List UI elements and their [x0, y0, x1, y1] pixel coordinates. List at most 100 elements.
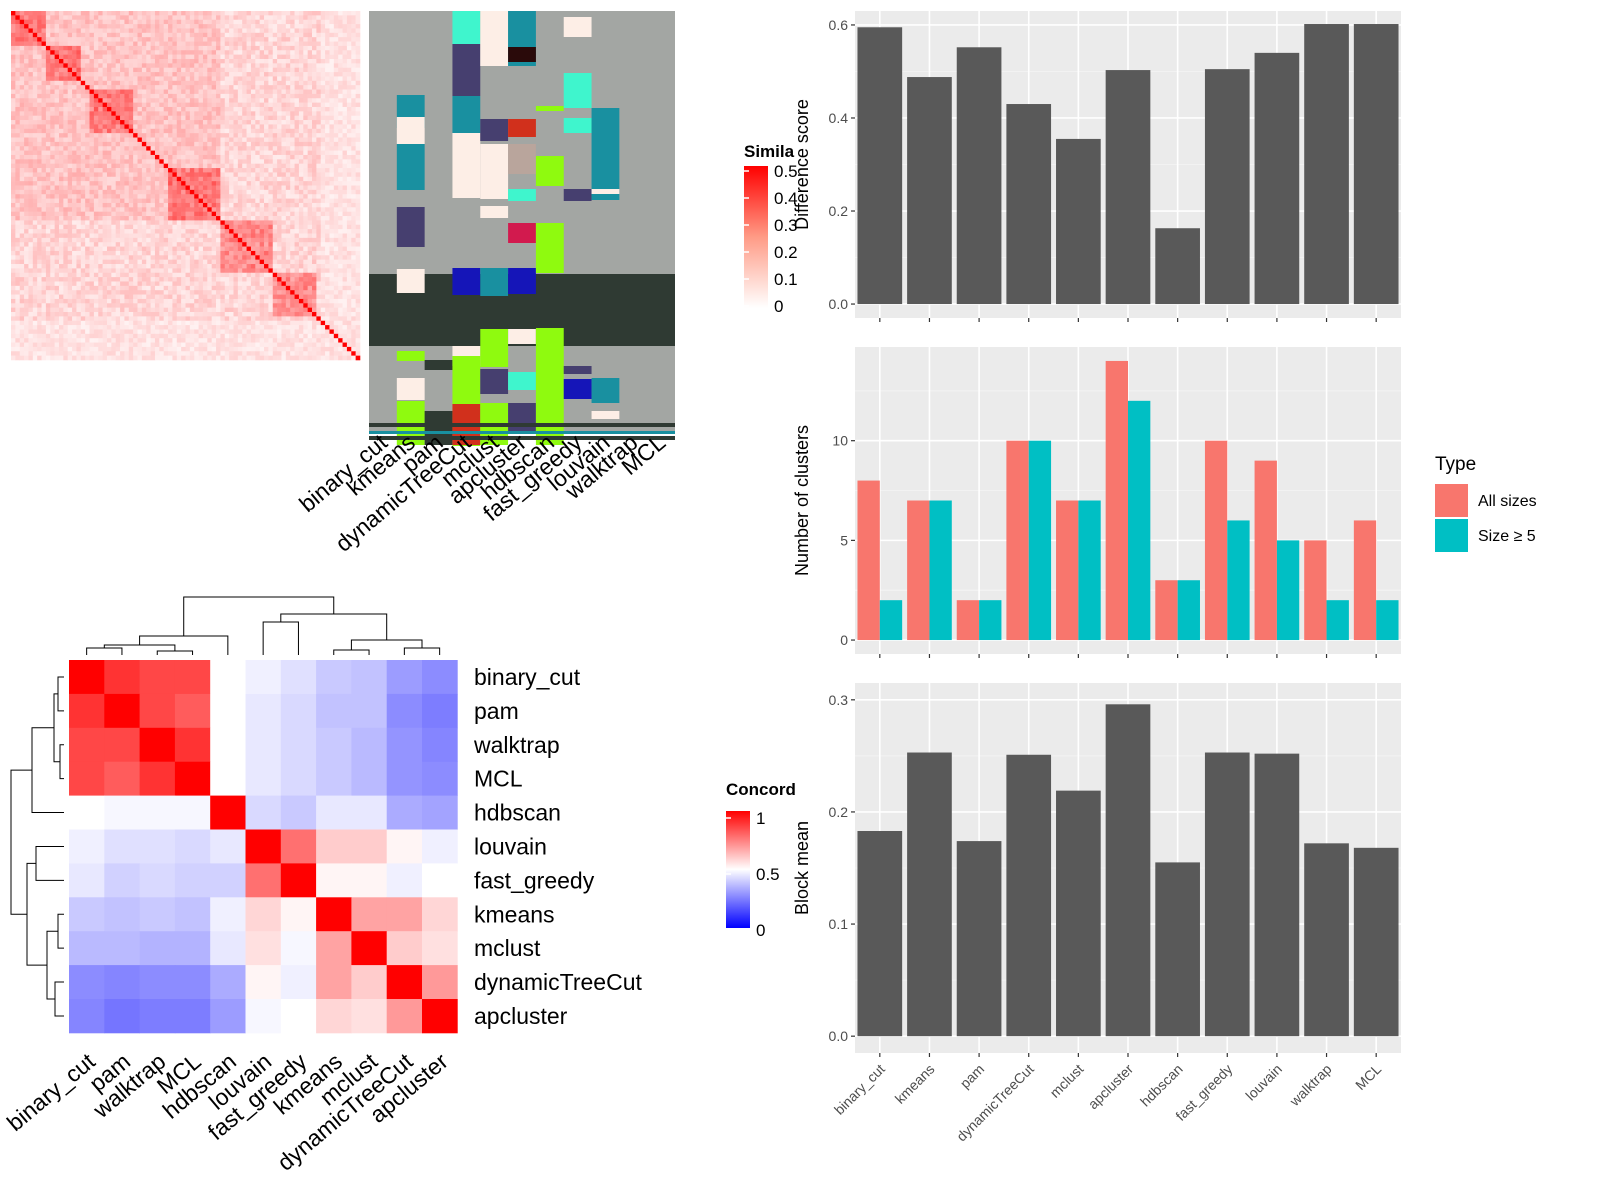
similarity-cell [98, 67, 103, 73]
similarity-cell [329, 198, 335, 204]
similarity-cell [351, 98, 356, 103]
similarity-cell [176, 277, 182, 282]
similarity-cell [72, 229, 77, 234]
similarity-cell [189, 106, 195, 112]
similarity-cell [281, 242, 287, 247]
similarity-cell [176, 194, 182, 199]
similarity-cell [346, 111, 352, 116]
similarity-cell [89, 268, 95, 274]
similarity-cell [58, 32, 64, 38]
similarity-cell [338, 237, 343, 243]
similarity-cell [307, 128, 313, 134]
similarity-cell [189, 141, 195, 147]
similarity-cell [93, 115, 99, 121]
similarity-cell [32, 19, 38, 25]
similarity-cell [11, 159, 16, 164]
similarity-cell [19, 172, 25, 178]
similarity-cell [28, 242, 34, 247]
similarity-cell [168, 41, 173, 47]
similarity-cell [19, 277, 25, 282]
similarity-cell [233, 89, 239, 95]
similarity-cell [281, 128, 287, 134]
similarity-cell [11, 72, 16, 77]
similarity-cell [58, 137, 64, 143]
similarity-cell [325, 168, 330, 173]
similarity-cell [189, 229, 195, 234]
similarity-cell [194, 120, 199, 125]
similarity-cell [141, 32, 147, 38]
similarity-cell [229, 80, 234, 86]
similarity-cell [342, 250, 348, 256]
similarity-cell [242, 277, 247, 282]
similarity-cell [250, 45, 256, 51]
similarity-cell [194, 277, 199, 282]
similarity-cell [124, 146, 130, 151]
similarity-cell [150, 181, 156, 186]
similarity-cell [264, 58, 269, 64]
similarity-cell [89, 181, 95, 186]
similarity-cell [54, 246, 60, 252]
similarity-cell [41, 115, 47, 121]
similarity-cell [72, 181, 77, 186]
similarity-cell [163, 120, 169, 125]
similarity-cell [333, 85, 339, 90]
similarity-cell [185, 54, 191, 60]
similarity-cell [237, 15, 243, 21]
similarity-cell [128, 159, 134, 164]
similarity-cell [290, 67, 295, 73]
similarity-cell [172, 264, 178, 269]
similarity-cell [85, 54, 90, 60]
similarity-cell [185, 137, 191, 143]
similarity-cell [63, 15, 69, 21]
similarity-cell [45, 50, 51, 55]
similarity-cell [237, 185, 243, 191]
similarity-cell [307, 15, 313, 21]
similarity-cell [277, 216, 282, 221]
similarity-cell [312, 154, 317, 160]
similarity-cell [264, 120, 269, 125]
similarity-cell [216, 255, 221, 260]
similarity-cell [98, 202, 103, 208]
similarity-cell [264, 198, 269, 204]
similarity-cell [281, 172, 287, 178]
similarity-cell [32, 181, 38, 186]
similarity-cell [277, 242, 282, 247]
similarity-cell [294, 211, 300, 217]
similarity-cell [106, 259, 112, 265]
similarity-cell [102, 211, 108, 217]
similarity-cell [233, 72, 239, 77]
similarity-cell [154, 93, 160, 99]
similarity-cell [246, 163, 252, 169]
similarity-cell [189, 198, 195, 204]
similarity-cell [58, 67, 64, 73]
similarity-cell [111, 102, 116, 108]
similarity-cell [333, 19, 339, 25]
similarity-cell [202, 259, 208, 265]
similarity-cell [98, 111, 103, 116]
similarity-cell [207, 277, 212, 282]
similarity-cell [146, 185, 151, 191]
similarity-cell [141, 172, 147, 178]
similarity-cell [50, 124, 55, 130]
similarity-cell [141, 15, 147, 21]
similarity-cell [37, 102, 42, 108]
similarity-cell [320, 102, 326, 108]
similarity-cell [233, 185, 239, 191]
similarity-cell [207, 220, 212, 226]
similarity-cell [198, 216, 204, 221]
similarity-cell [298, 120, 304, 125]
similarity-cell [259, 45, 265, 51]
similarity-cell [15, 272, 21, 278]
similarity-cell [115, 85, 121, 90]
similarity-cell [98, 37, 103, 42]
similarity-cell [255, 224, 260, 230]
similarity-cell [303, 80, 308, 86]
similarity-cell [268, 85, 274, 90]
similarity-cell [133, 242, 138, 247]
similarity-cell [259, 58, 265, 64]
similarity-cell [120, 89, 125, 95]
similarity-cell [45, 194, 51, 199]
similarity-cell [233, 85, 239, 90]
similarity-cell [307, 111, 313, 116]
similarity-cell [259, 189, 265, 195]
